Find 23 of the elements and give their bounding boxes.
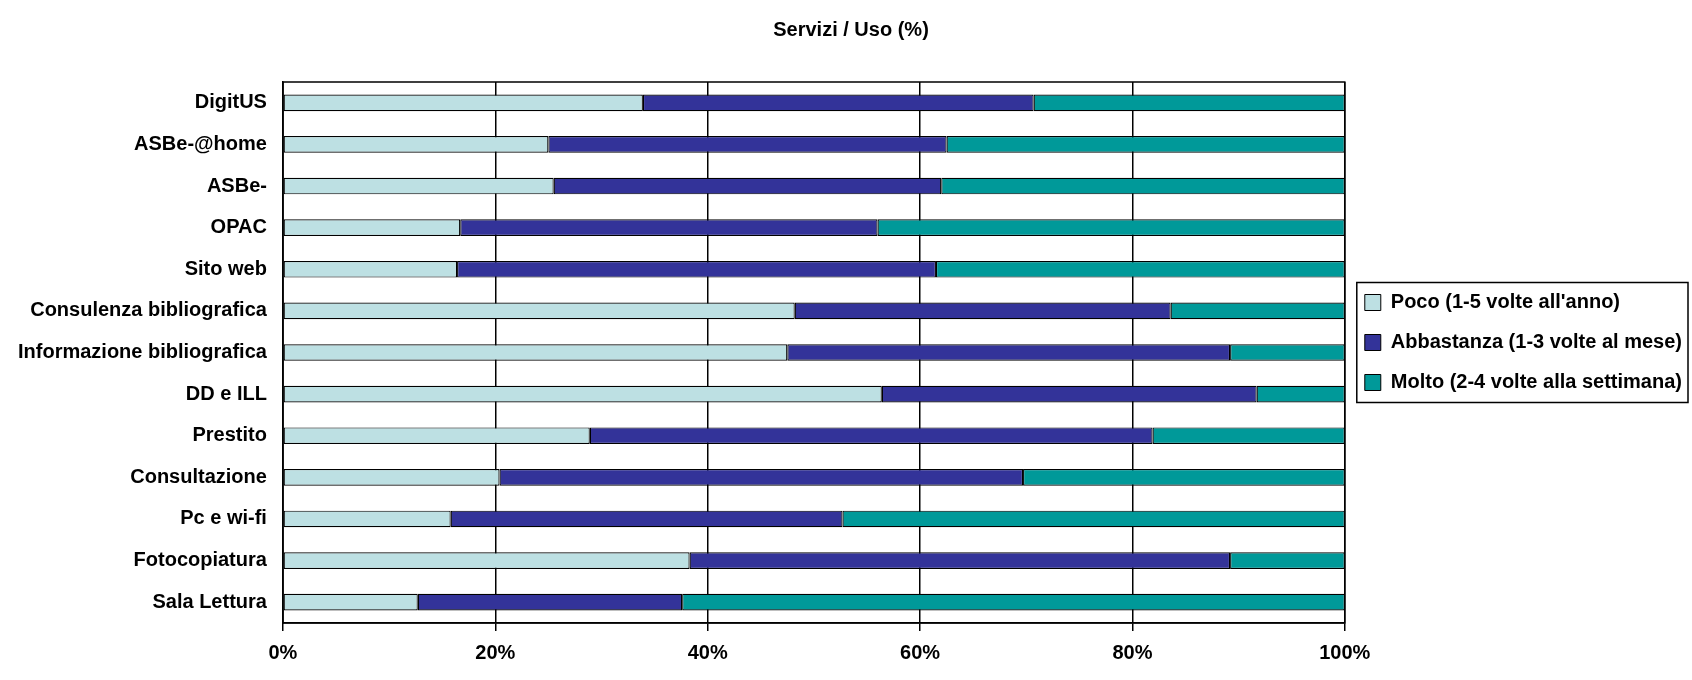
y-tick-label: Consulenza bibliografica <box>30 298 268 321</box>
x-tick-label: 100% <box>1319 640 1371 663</box>
y-tick-label: Consultazione <box>130 464 267 487</box>
x-tick-label: 80% <box>1112 640 1153 663</box>
y-tick-label: Fotocopiatura <box>133 548 268 571</box>
x-tick-label: 60% <box>900 640 941 663</box>
legend-label: Poco (1-5 volte all'anno) <box>1390 290 1621 313</box>
legend-label: Molto (2-4 volte alla settimana) <box>1390 370 1682 393</box>
x-tick-label: 0% <box>268 640 298 663</box>
legend-label: Abbastanza (1-3 volte al mese) <box>1390 330 1683 353</box>
y-tick-label: Prestito <box>192 423 267 446</box>
y-tick-label: ASBe- <box>206 173 267 196</box>
y-tick-label: Pc e wi-fi <box>180 506 267 529</box>
y-tick-label: ASBe-@home <box>134 131 267 154</box>
y-tick-label: Informazione bibliografica <box>17 340 268 363</box>
y-tick-label: Sito web <box>184 256 267 279</box>
x-tick-label: 40% <box>687 640 728 663</box>
y-tick-label: OPAC <box>210 215 267 238</box>
chart-title: Servizi / Uso (%) <box>773 17 929 40</box>
y-tick-label: DigitUS <box>194 90 267 113</box>
y-tick-label: DD e ILL <box>185 381 267 404</box>
y-tick-label: Sala Lettura <box>152 589 268 612</box>
x-tick-label: 20% <box>475 640 516 663</box>
